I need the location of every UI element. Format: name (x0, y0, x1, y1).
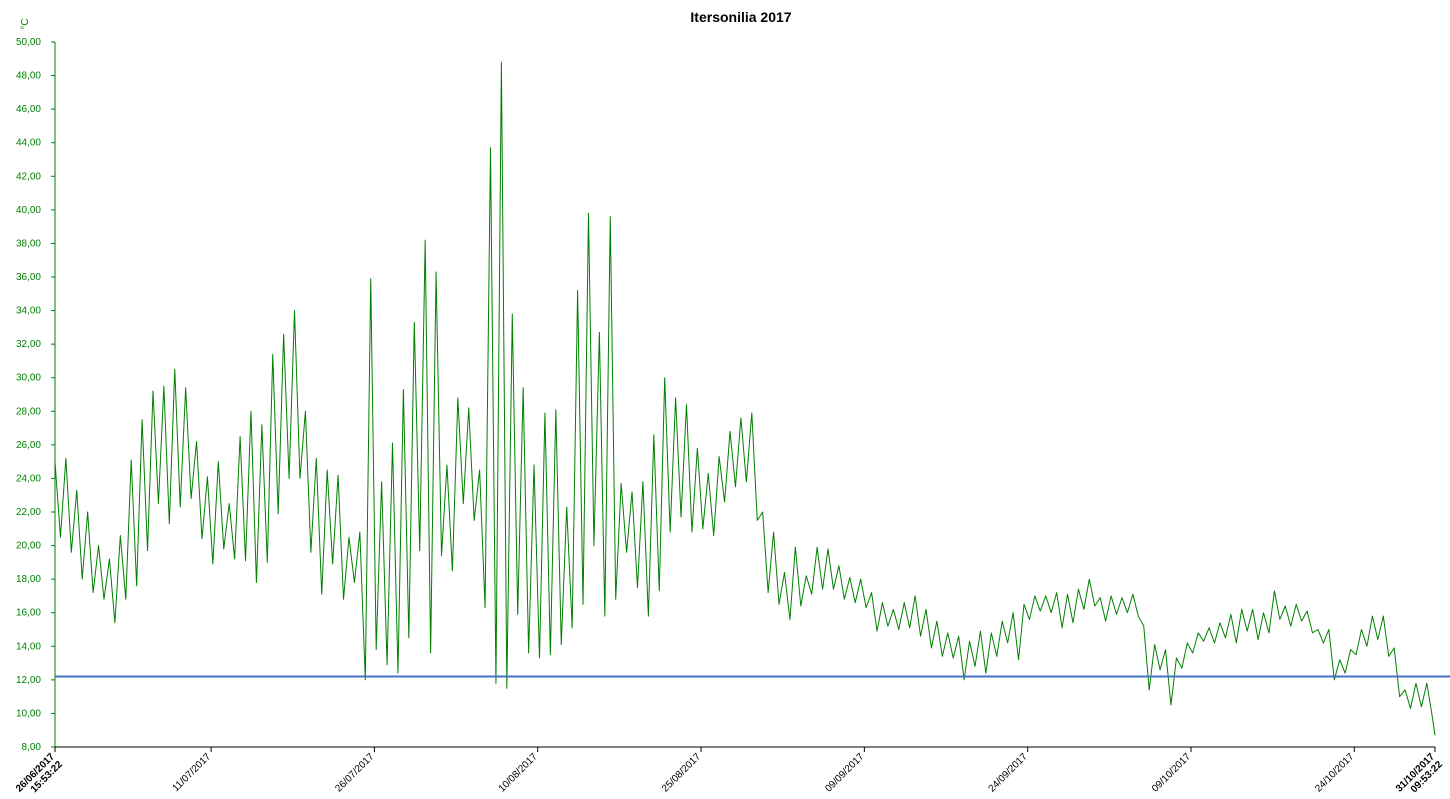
y-tick-label: 28,00 (16, 406, 41, 417)
x-tick-label: 25/08/2017 (660, 751, 703, 794)
y-tick-label: 30,00 (16, 373, 41, 384)
y-tick-label: 18,00 (16, 574, 41, 585)
y-tick-label: 40,00 (16, 205, 41, 216)
y-tick-label: 10,00 (16, 708, 41, 719)
y-tick-label: 24,00 (16, 473, 41, 484)
y-tick-label: 44,00 (16, 138, 41, 149)
x-tick-label: 24/09/2017 (987, 751, 1030, 794)
y-tick-label: 20,00 (16, 541, 41, 552)
y-tick-label: 22,00 (16, 507, 41, 518)
x-tick-label: 09/10/2017 (1150, 751, 1193, 794)
data-line (54, 61, 1436, 736)
y-tick-label: 16,00 (16, 608, 41, 619)
x-tick-label: 24/10/2017 (1313, 751, 1356, 794)
y-tick-label: 12,00 (16, 675, 41, 686)
y-tick-label: 36,00 (16, 272, 41, 283)
x-tick-label: 31/10/201709:53:22 (1394, 751, 1445, 799)
chart-title: Itersonilia 2017 (690, 9, 791, 25)
y-tick-label: 32,00 (16, 339, 41, 350)
y-axis-label: °C (20, 18, 31, 29)
y-tick-label: 34,00 (16, 306, 41, 317)
y-tick-label: 42,00 (16, 171, 41, 182)
y-tick-label: 38,00 (16, 238, 41, 249)
y-tick-label: 8,00 (22, 742, 42, 753)
x-tick-label: 11/07/2017 (171, 751, 214, 794)
x-tick-label: 26/07/2017 (333, 751, 376, 794)
x-tick-label: 10/08/2017 (497, 751, 540, 794)
y-tick-label: 50,00 (16, 37, 41, 48)
y-tick-label: 48,00 (16, 71, 41, 82)
y-tick-label: 46,00 (16, 104, 41, 115)
y-tick-label: 14,00 (16, 641, 41, 652)
x-tick-label: 26/06/201715:53:22 (14, 751, 65, 799)
y-tick-label: 26,00 (16, 440, 41, 451)
x-tick-label: 09/09/2017 (823, 751, 866, 794)
